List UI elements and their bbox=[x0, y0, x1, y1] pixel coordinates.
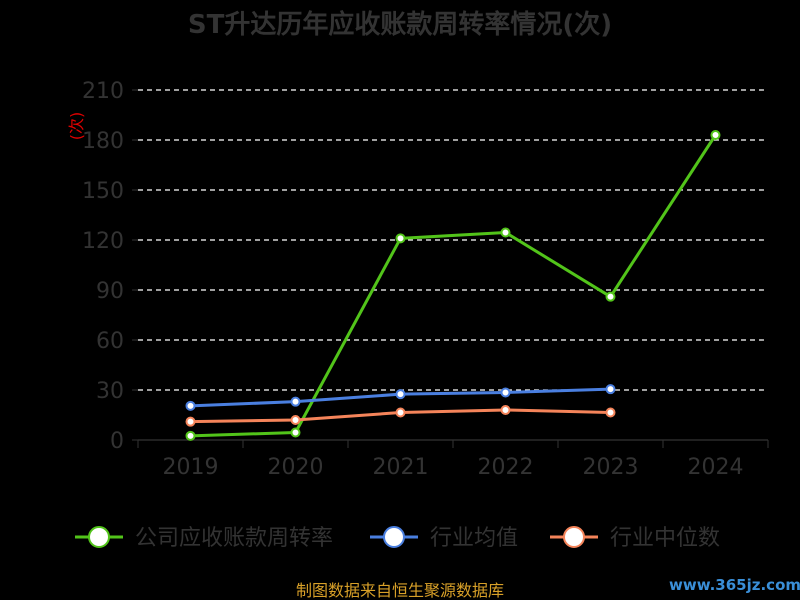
legend: 公司应收账款周转率 行业均值 行业中位数 bbox=[75, 526, 720, 551]
data-point bbox=[290, 396, 301, 407]
x-tick-label: 2024 bbox=[688, 455, 744, 480]
series-2 bbox=[185, 405, 616, 427]
legend-label: 行业均值 bbox=[430, 526, 518, 551]
series-lines bbox=[185, 130, 721, 441]
legend-marker bbox=[88, 526, 110, 548]
legend-label: 行业中位数 bbox=[610, 526, 720, 551]
x-tick-label: 2020 bbox=[268, 455, 324, 480]
y-tick-label: 120 bbox=[82, 229, 124, 254]
legend-marker bbox=[383, 526, 405, 548]
y-tick-label: 150 bbox=[82, 179, 124, 204]
x-tick-label: 2023 bbox=[583, 455, 639, 480]
y-tick-label: 0 bbox=[110, 429, 124, 454]
data-point bbox=[185, 430, 196, 441]
y-tick-label: 30 bbox=[96, 379, 124, 404]
data-point bbox=[500, 405, 511, 415]
y-axis-label: (次) bbox=[67, 112, 86, 141]
data-point bbox=[710, 130, 721, 140]
legend-marker bbox=[563, 526, 585, 548]
x-tick-label: 2021 bbox=[373, 455, 429, 480]
data-point bbox=[185, 416, 196, 427]
series-line bbox=[190, 134, 717, 438]
x-tick-label: 2019 bbox=[163, 455, 219, 480]
chart-title: ST升达历年应收账款周转率情况(次) bbox=[188, 9, 612, 40]
data-point bbox=[395, 233, 406, 244]
data-point bbox=[290, 415, 301, 425]
x-axis-ticks: 2019 2020 2021 2022 2023 2024 bbox=[137, 440, 769, 480]
y-tick-label: 210 bbox=[82, 79, 124, 104]
data-point bbox=[605, 291, 616, 302]
legend-item: 行业均值 bbox=[370, 526, 518, 551]
y-axis-ticks: 0 30 60 90 120 150 180 210 bbox=[82, 79, 138, 454]
data-point bbox=[395, 407, 406, 418]
series-1 bbox=[185, 384, 616, 411]
legend-item: 公司应收账款周转率 bbox=[75, 526, 333, 551]
data-point bbox=[185, 400, 196, 411]
data-point bbox=[290, 427, 301, 438]
data-point bbox=[605, 407, 616, 418]
data-point bbox=[605, 384, 616, 395]
gridlines bbox=[138, 89, 768, 391]
data-point bbox=[500, 387, 511, 398]
y-tick-label: 180 bbox=[82, 129, 124, 154]
x-tick-label: 2022 bbox=[478, 455, 534, 480]
y-tick-label: 60 bbox=[96, 329, 124, 354]
data-point bbox=[395, 389, 406, 400]
legend-label: 公司应收账款周转率 bbox=[135, 526, 333, 551]
y-tick-label: 90 bbox=[96, 279, 124, 304]
legend-item: 行业中位数 bbox=[550, 526, 720, 551]
watermark: www.365jz.com bbox=[669, 576, 800, 594]
data-point bbox=[500, 227, 511, 238]
source-note: 制图数据来自恒生聚源数据库 bbox=[296, 581, 504, 600]
series-0 bbox=[185, 130, 721, 441]
